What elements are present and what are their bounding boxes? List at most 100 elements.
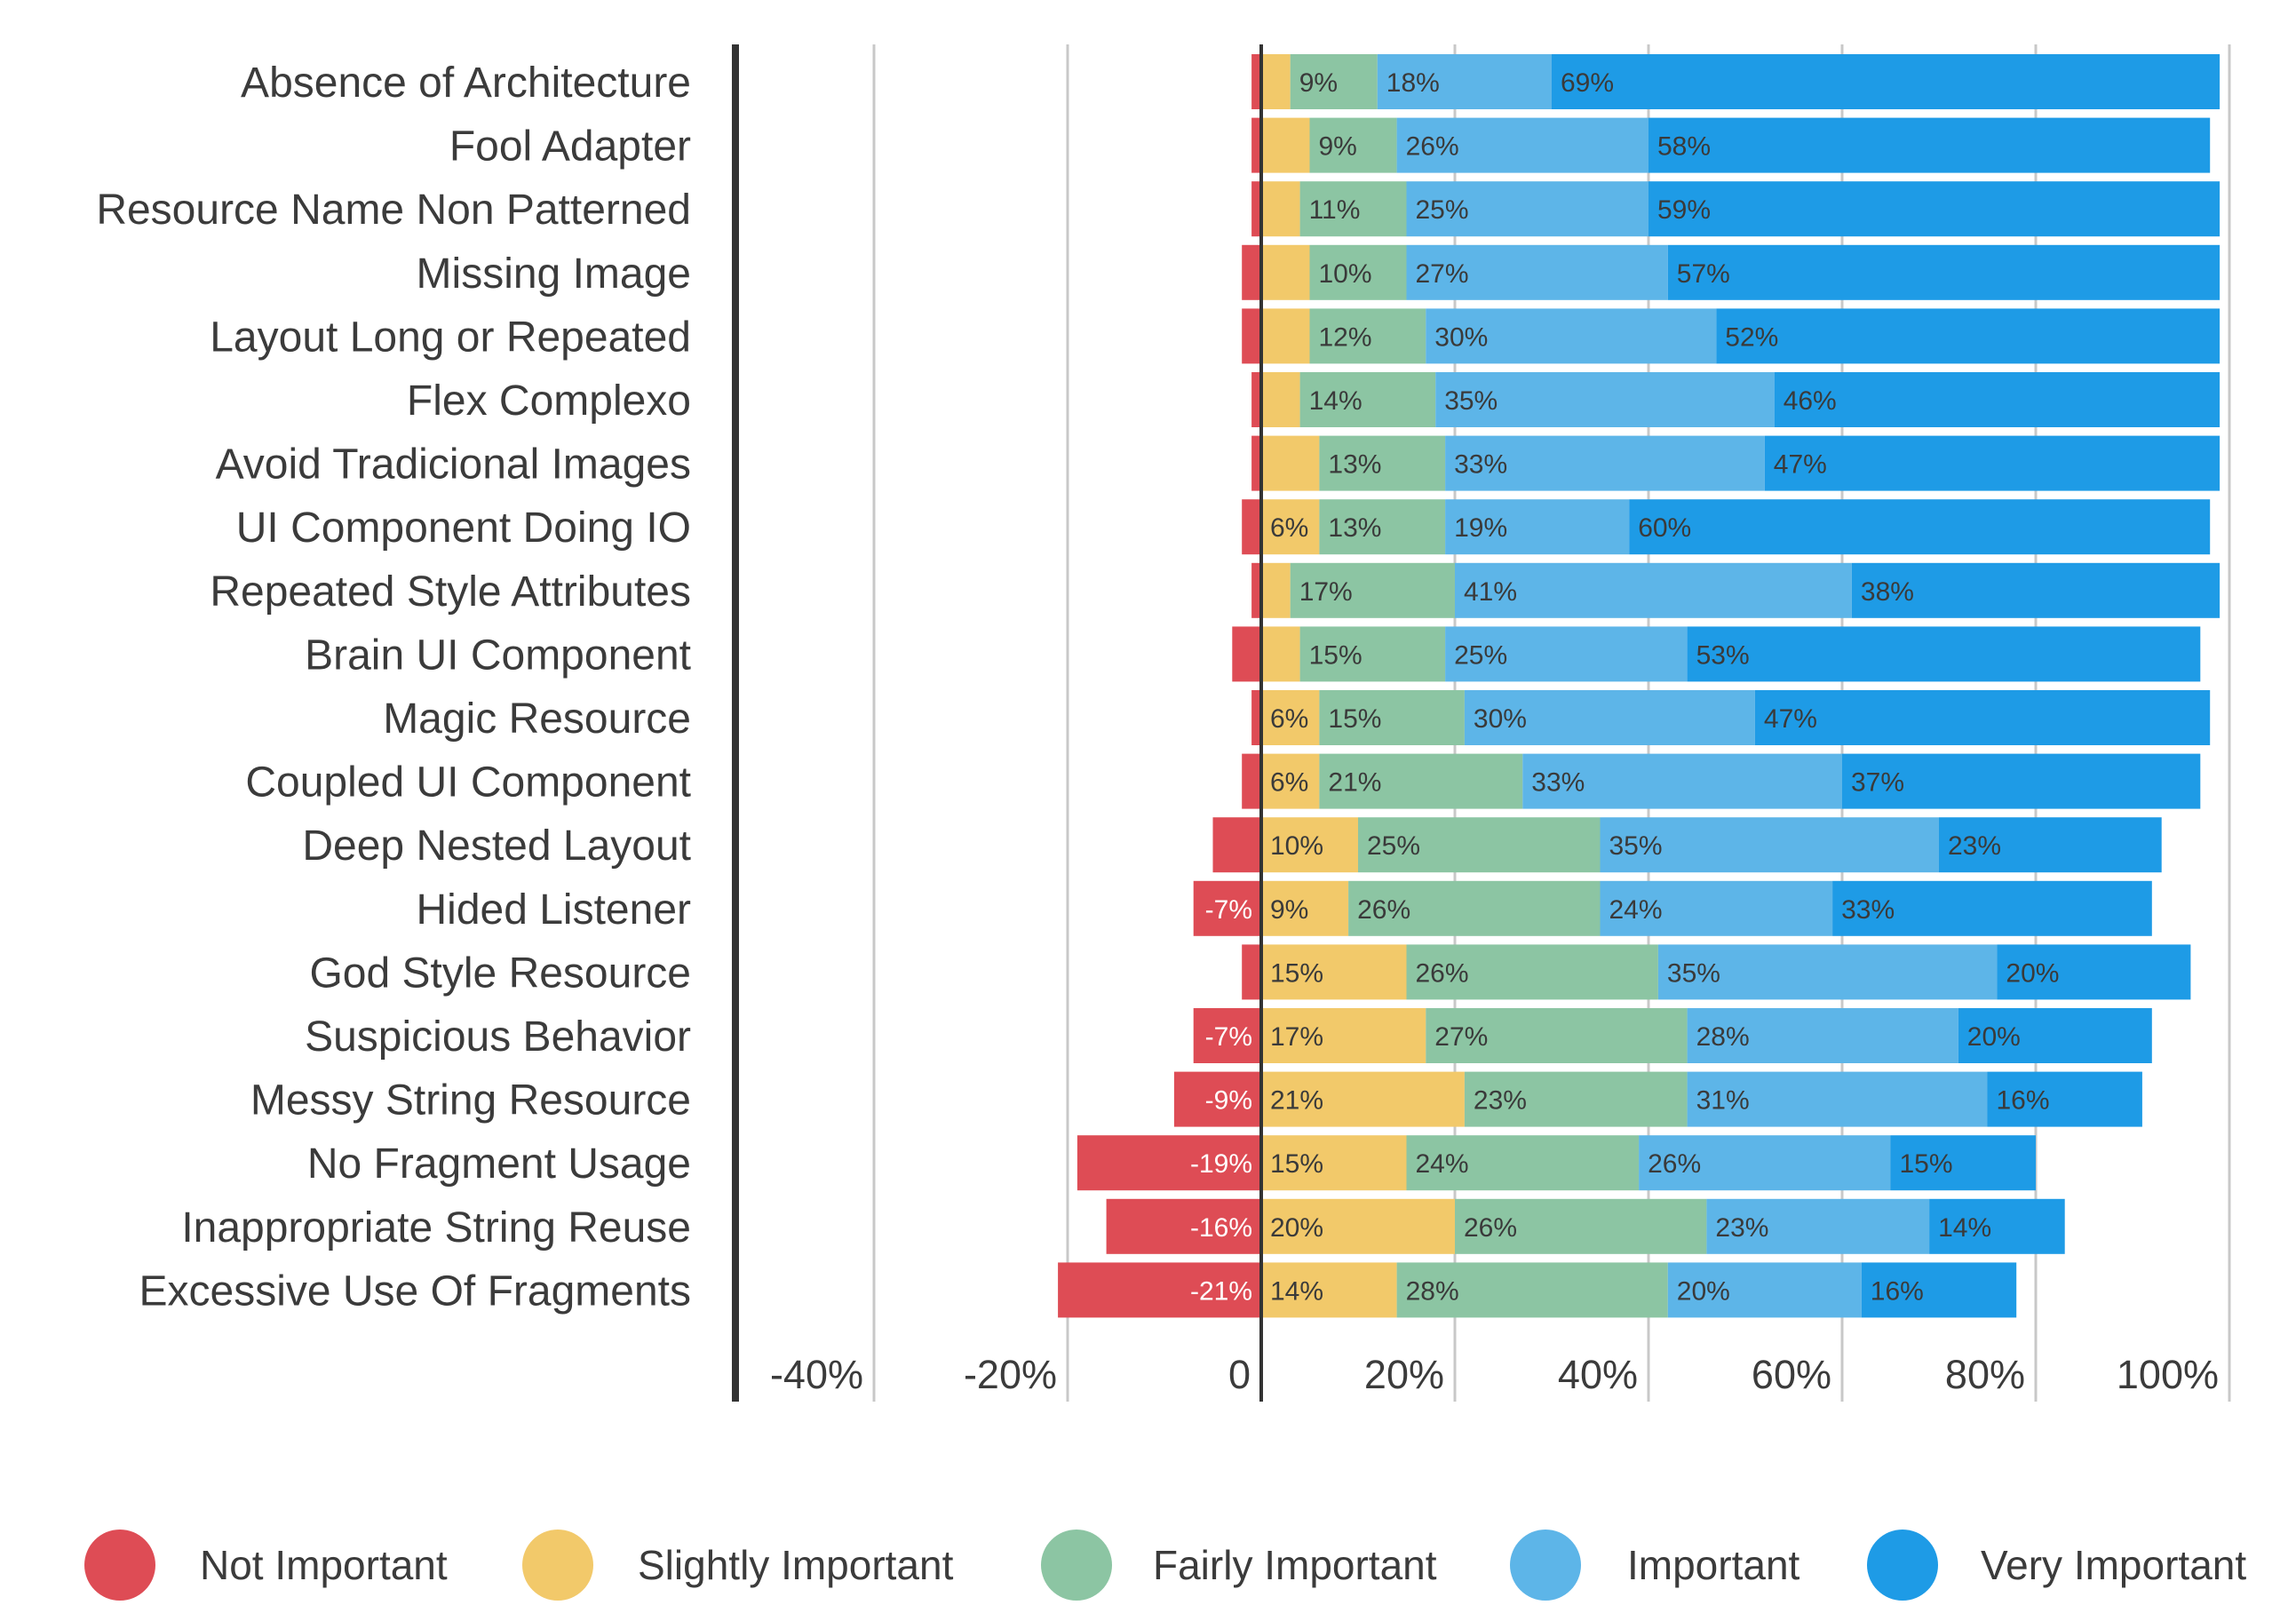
- bar-segment-important: [1455, 562, 1852, 618]
- bar-segment-not-important: [1212, 817, 1261, 873]
- bar-segment-fairly-important: [1396, 1262, 1668, 1318]
- category-label: Absence of Architecture: [241, 60, 691, 107]
- bar-segment-important: [1445, 626, 1688, 682]
- bar-value-label: 24%: [1416, 1149, 1469, 1179]
- bar-segment-slightly-important: [1261, 181, 1300, 237]
- bar-segment-not-important: [1242, 308, 1261, 364]
- bar-segment-important: [1406, 181, 1649, 237]
- bar-segment-slightly-important: [1261, 244, 1310, 300]
- category-label: Suspicious Behavior: [305, 1013, 691, 1061]
- category-label: Hided Listener: [416, 886, 691, 934]
- bar-segment-very-important: [1552, 54, 2221, 109]
- bar-value-label: 25%: [1367, 831, 1420, 861]
- bar-segment-very-important: [1832, 880, 2152, 936]
- bar-value-label: -19%: [1190, 1149, 1252, 1179]
- bar-value-label: 26%: [1416, 958, 1469, 988]
- bar-value-label: -21%: [1190, 1276, 1252, 1306]
- category-label: Repeated Style Attributes: [210, 568, 691, 616]
- bar-segment-very-important: [1649, 181, 2221, 237]
- bar-segment-very-important: [1649, 117, 2211, 173]
- bar-value-label: 30%: [1474, 704, 1527, 734]
- bar-value-label: 53%: [1696, 640, 1750, 670]
- bar-value-label: 23%: [1474, 1086, 1527, 1116]
- category-label: Resource Name Non Patterned: [96, 187, 691, 234]
- bar-segment-fairly-important: [1290, 562, 1455, 618]
- bar-value-label: 26%: [1406, 132, 1459, 162]
- legend-label: Important: [1627, 1542, 1800, 1588]
- category-label: Excessive Use Of Fragments: [139, 1267, 691, 1315]
- bar-segment-not-important: [1251, 181, 1261, 237]
- bar-value-label: 23%: [1715, 1213, 1768, 1243]
- bar-value-label: 15%: [1328, 704, 1381, 734]
- bar-value-label: 20%: [1967, 1022, 2021, 1052]
- bar-segment-important: [1406, 244, 1668, 300]
- legend-swatch-very-important: [1867, 1530, 1938, 1601]
- bar-segment-very-important: [1929, 1198, 2065, 1254]
- bar-segment-fairly-important: [1299, 626, 1446, 682]
- bar-value-label: 33%: [1841, 895, 1895, 925]
- bar-value-label: 33%: [1531, 768, 1585, 798]
- bar-segment-fairly-important: [1319, 499, 1446, 555]
- bar-segment-not-important: [1076, 1135, 1261, 1191]
- bar-segment-fairly-important: [1299, 181, 1407, 237]
- bar-segment-slightly-important: [1261, 1071, 1465, 1127]
- x-tick-label: 60%: [1752, 1352, 1831, 1397]
- bar-value-label: 21%: [1270, 1086, 1323, 1116]
- x-tick-label: 100%: [2117, 1352, 2219, 1397]
- x-tick-labels: -40% -20% 0 20% 40% 60% 80% 100%: [770, 1352, 2219, 1397]
- bar-value-label: 52%: [1725, 322, 1778, 352]
- bar-segment-very-important: [1716, 308, 2221, 364]
- bar-segment-slightly-important: [1261, 1008, 1426, 1063]
- category-label: No Fragment Usage: [307, 1140, 691, 1188]
- bar-segment-important: [1396, 117, 1649, 173]
- bar-segment-fairly-important: [1464, 1071, 1688, 1127]
- bar-value-label: 14%: [1270, 1276, 1323, 1306]
- bar-segment-important: [1600, 817, 1939, 873]
- bar-value-label: 25%: [1454, 640, 1507, 670]
- bar-segment-not-important: [1251, 117, 1261, 173]
- legend-label: Not Important: [200, 1542, 448, 1588]
- bar-segment-fairly-important: [1319, 435, 1446, 491]
- bar-value-label: 26%: [1648, 1149, 1701, 1179]
- bar-value-label: 60%: [1638, 513, 1691, 543]
- category-label: Avoid Tradicional Images: [216, 441, 691, 489]
- bar-value-label: 15%: [1270, 958, 1323, 988]
- bar-value-label: 33%: [1454, 450, 1507, 480]
- bar-value-label: 28%: [1406, 1276, 1459, 1306]
- bar-value-label: 17%: [1270, 1022, 1323, 1052]
- bar-segment-important: [1522, 753, 1842, 809]
- bar-value-label: -9%: [1205, 1086, 1252, 1116]
- x-tick-label: 20%: [1364, 1352, 1444, 1397]
- bar-value-label: 31%: [1696, 1086, 1750, 1116]
- category-label: Fool Adapter: [449, 123, 691, 171]
- bar-segment-very-important: [1764, 435, 2221, 491]
- bar-segment-not-important: [1251, 690, 1261, 745]
- bar-value-label: 20%: [1677, 1276, 1730, 1306]
- bar-segment-important: [1445, 499, 1630, 555]
- x-tick-label: -40%: [770, 1352, 863, 1397]
- x-tick-label: 80%: [1945, 1352, 2025, 1397]
- category-label: Coupled UI Component: [245, 759, 691, 807]
- bar-segment-not-important: [1242, 944, 1261, 1000]
- x-tick-label: 40%: [1558, 1352, 1638, 1397]
- bar-value-label: 47%: [1774, 450, 1827, 480]
- bar-value-label: 9%: [1270, 895, 1308, 925]
- bar-value-label: 17%: [1299, 577, 1353, 607]
- bar-segment-fairly-important: [1406, 944, 1658, 1000]
- bar-segment-fairly-important: [1299, 372, 1436, 427]
- bar-segment-slightly-important: [1261, 54, 1291, 109]
- bar-segment-important: [1639, 1135, 1891, 1191]
- bar-value-label: 59%: [1657, 195, 1711, 225]
- bar-value-label: 38%: [1861, 577, 1914, 607]
- bar-segment-important: [1426, 308, 1717, 364]
- bar-value-label: 24%: [1609, 895, 1663, 925]
- category-label: Inappropriate String Reuse: [181, 1204, 691, 1252]
- bar-value-label: 10%: [1319, 259, 1372, 289]
- bar-segment-important: [1464, 690, 1755, 745]
- bar-segment-important: [1445, 435, 1765, 491]
- bars: 9% 18% 69% 9% 26% 58% 11% 25% 59% 10% 27% 57% 12% 30%…: [1058, 54, 2221, 1318]
- bar-segment-very-important: [1890, 1135, 2036, 1191]
- bar-segment-slightly-important: [1261, 372, 1300, 427]
- x-tick-label: 0: [1228, 1352, 1251, 1397]
